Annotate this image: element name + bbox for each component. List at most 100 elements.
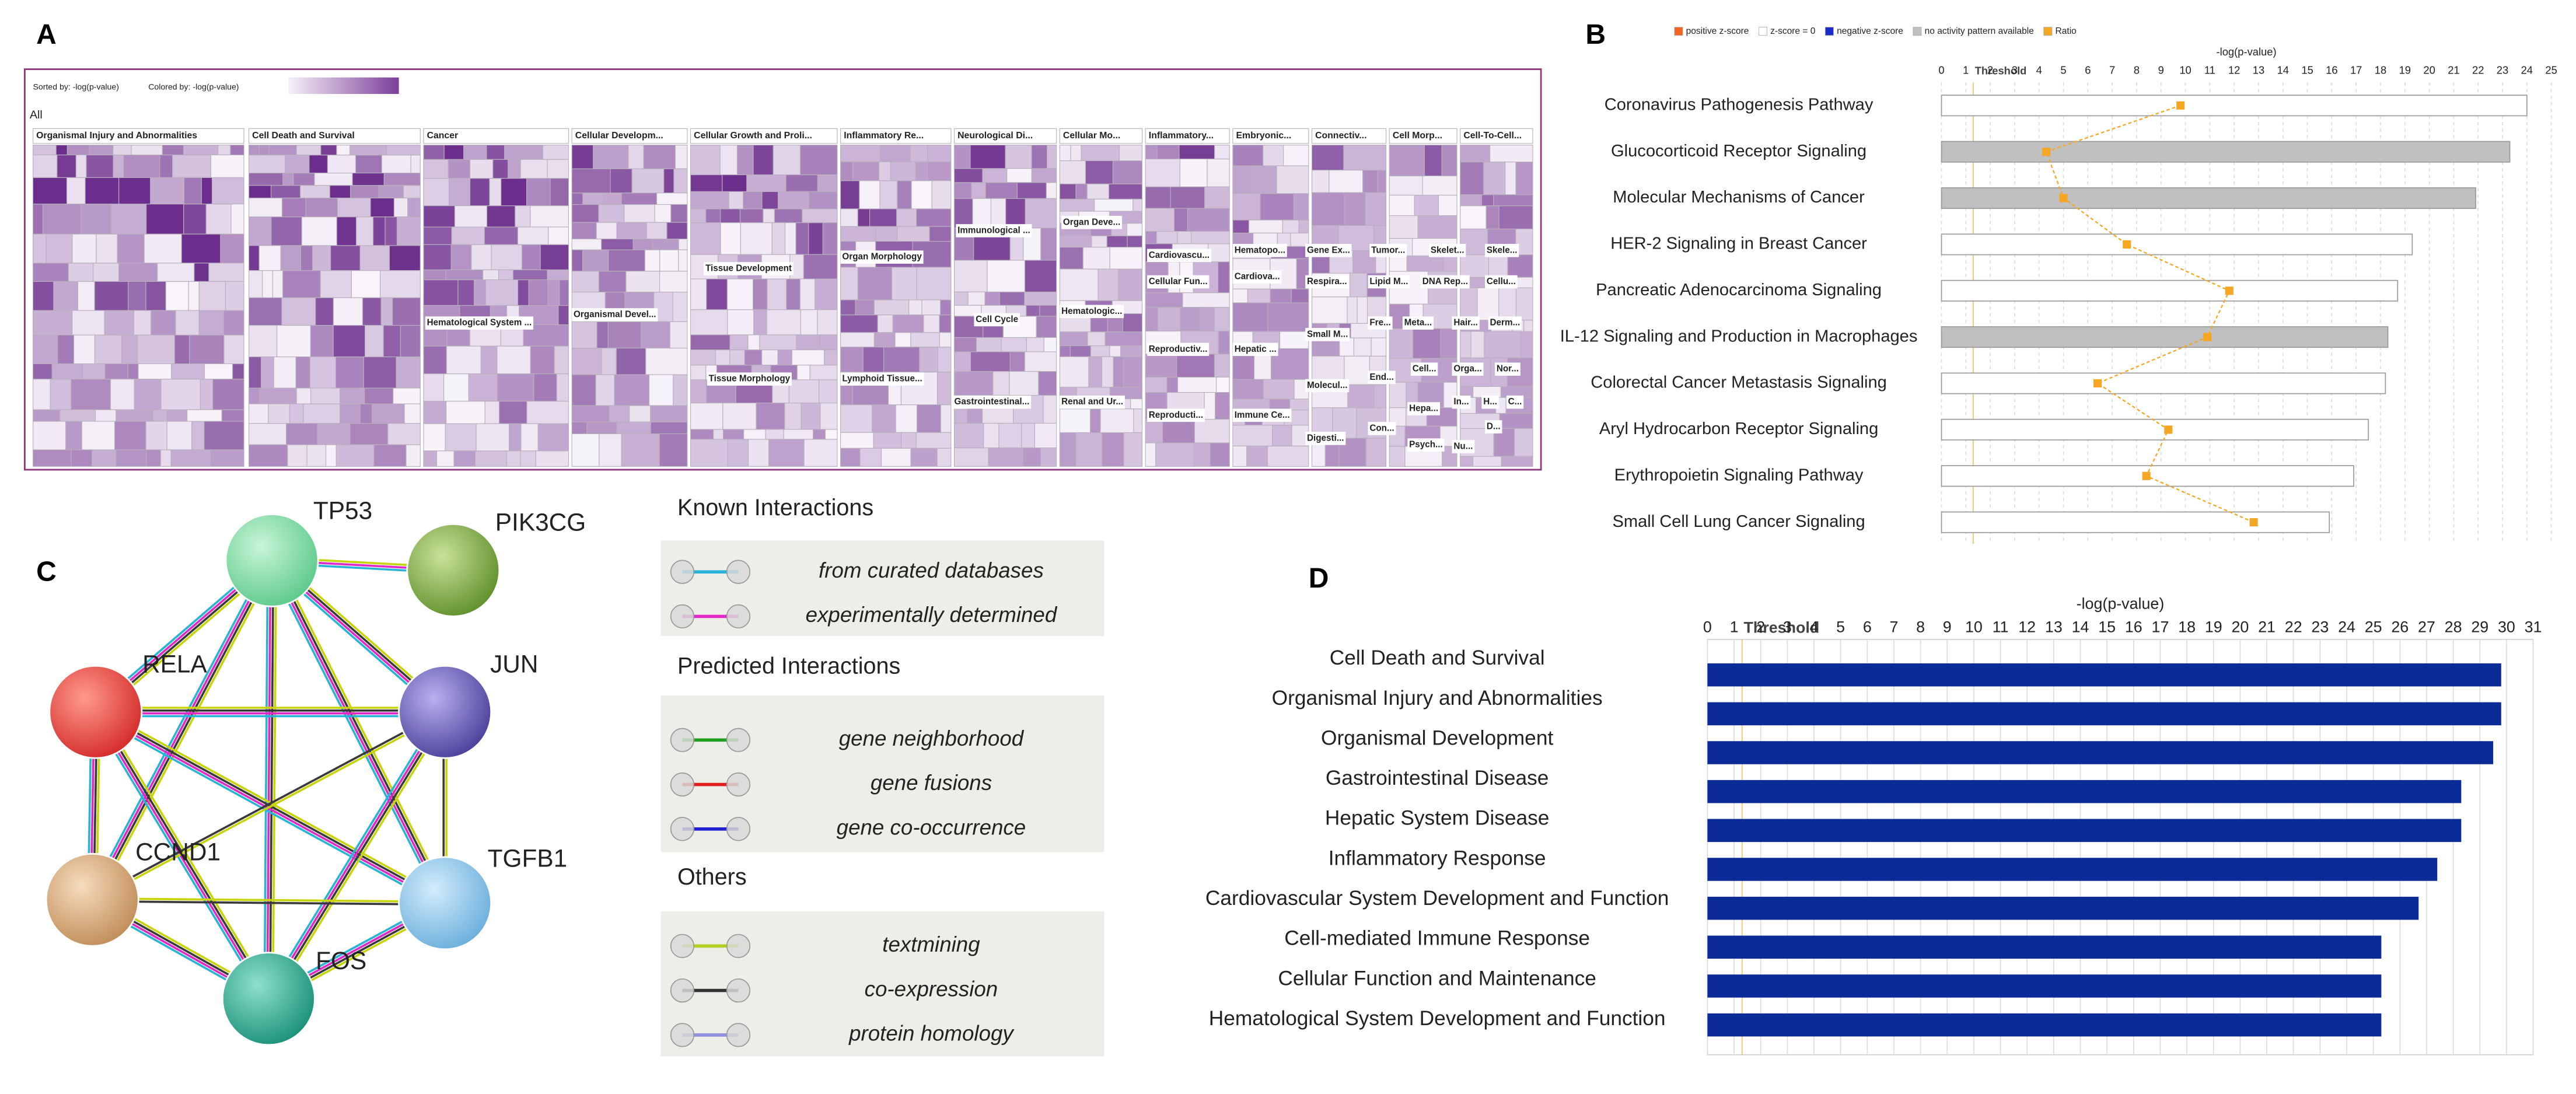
treemap-cell <box>183 177 202 205</box>
treemap-subheader-bg <box>1305 275 1349 289</box>
treemap-cell <box>919 347 939 373</box>
treemap-cell <box>436 450 455 467</box>
treemap-cell <box>248 155 286 174</box>
treemap-subcategory: Cellular Fun... <box>1149 277 1208 286</box>
treemap-cell <box>571 204 599 223</box>
treemap-cell <box>1232 288 1248 303</box>
treemap-cell <box>614 374 650 406</box>
x-tick-label: 5 <box>1836 618 1845 635</box>
treemap-cell <box>670 204 688 223</box>
treemap-block: Cell Death and Survival <box>248 128 421 467</box>
treemap-cell <box>819 334 838 351</box>
treemap-cell <box>690 309 728 335</box>
treemap-cell <box>1126 223 1143 236</box>
treemap-cell <box>133 310 152 335</box>
treemap-cell <box>808 191 838 209</box>
treemap-cell <box>1389 194 1415 216</box>
treemap-subcategory: Lipid M... <box>1369 277 1408 286</box>
network-edge <box>270 560 445 904</box>
treemap-cell <box>526 401 569 424</box>
network-edge <box>91 714 266 1002</box>
treemap-cell <box>407 197 421 218</box>
treemap-cell <box>72 310 105 335</box>
treemap-cell <box>908 299 922 316</box>
treemap-cell <box>485 279 519 306</box>
treemap-cell <box>916 267 952 300</box>
treemap-block: Cell Morp... <box>1389 128 1457 467</box>
treemap-cell <box>191 421 205 450</box>
treemap-cell <box>970 145 1006 169</box>
treemap-cell <box>423 244 452 271</box>
legend-label: positive z-score <box>1686 26 1749 36</box>
treemap-cell <box>1232 145 1264 166</box>
treemap-cell <box>840 161 854 181</box>
treemap-cell <box>1276 165 1309 194</box>
treemap-cell <box>1031 145 1048 169</box>
x-tick-label: 2 <box>1756 618 1765 635</box>
treemap-cell <box>1272 425 1292 447</box>
treemap-cell <box>268 145 297 156</box>
treemap-cell <box>840 267 858 300</box>
treemap-cell <box>389 245 421 271</box>
treemap-cell <box>451 226 485 245</box>
treemap-cell <box>1389 328 1413 359</box>
x-tick-label: 20 <box>2231 618 2249 635</box>
network-edge <box>96 711 271 999</box>
treemap-cell <box>678 249 688 272</box>
treemap-subheader-bg <box>1232 244 1287 257</box>
treemap-subcategory: Derm... <box>1490 318 1521 328</box>
treemap-cell <box>423 269 446 281</box>
treemap-cell <box>1043 337 1057 352</box>
treemap-cell <box>281 197 306 218</box>
treemap-cell <box>720 208 741 223</box>
treemap-cell <box>248 403 269 424</box>
treemap-cell <box>1344 192 1366 226</box>
treemap-cell <box>1406 255 1444 272</box>
treemap-cell <box>171 363 205 380</box>
treemap-cell <box>644 249 660 272</box>
treemap-cell <box>1389 446 1406 467</box>
treemap-cell <box>359 403 373 424</box>
treemap-cell <box>1145 208 1175 232</box>
treemap-cell <box>75 154 87 178</box>
treemap-cell <box>1059 432 1076 467</box>
treemap-cell <box>1133 408 1143 434</box>
legend-heading: Others <box>677 864 747 890</box>
treemap-block: Cellular Mo... <box>1059 128 1143 467</box>
bar <box>1707 663 2501 687</box>
treemap-cell <box>310 387 341 404</box>
treemap-cell <box>170 449 211 467</box>
treemap-cell <box>188 281 200 311</box>
legend-ball <box>726 817 751 841</box>
x-tick-label: 24 <box>2521 64 2533 76</box>
treemap-cell <box>335 356 364 389</box>
treemap-cell <box>365 325 384 358</box>
treemap-cell <box>877 314 893 333</box>
treemap-cell <box>285 155 310 174</box>
treemap-cell <box>32 204 44 235</box>
network-edge <box>268 560 275 999</box>
treemap-cell <box>520 450 536 467</box>
treemap-cell <box>457 279 475 306</box>
treemap-cell <box>93 263 120 282</box>
treemap-subheader-bg <box>1368 275 1410 289</box>
treemap-cell <box>988 448 1023 467</box>
x-tick-label: 9 <box>1943 618 1952 635</box>
treemap-cell <box>840 314 878 333</box>
treemap-cell <box>1515 162 1533 195</box>
treemap-cell <box>840 448 861 467</box>
treemap-cell <box>984 291 1000 306</box>
treemap-cell <box>526 178 551 207</box>
treemap-cell <box>706 278 728 310</box>
treemap-cell <box>923 314 940 333</box>
treemap-cell <box>1127 235 1143 248</box>
treemap-cell <box>892 314 924 333</box>
treemap-cell <box>1024 291 1057 306</box>
panel-label: A <box>36 19 57 50</box>
treemap-cell <box>556 373 569 402</box>
treemap-subcategory: Renal and Ur... <box>1061 397 1123 407</box>
treemap-cell <box>1516 277 1533 288</box>
x-tick-label: 15 <box>2098 618 2116 635</box>
treemap-cell <box>1123 356 1143 388</box>
